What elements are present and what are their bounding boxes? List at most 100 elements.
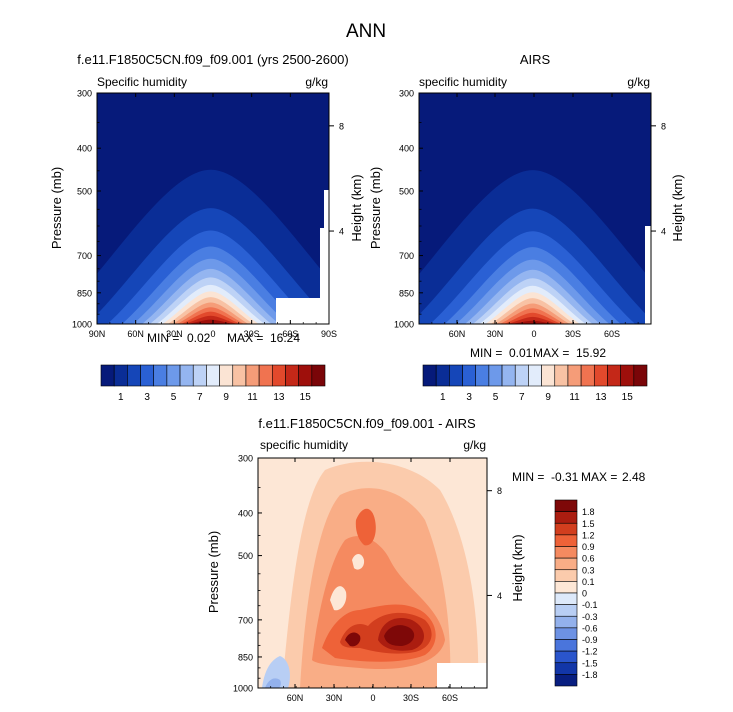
stats-max-value: 15.92 xyxy=(576,346,606,360)
colorbar-swatch xyxy=(100,364,115,387)
contour-fill xyxy=(384,625,415,646)
y-tick-label: 400 xyxy=(77,144,92,154)
colorbar-swatch xyxy=(580,364,595,387)
colorbar-label: 11 xyxy=(247,392,258,403)
colorbar-swatch xyxy=(514,364,529,387)
colorbar-swatch xyxy=(435,364,450,387)
colorbar-swatch xyxy=(554,581,578,594)
x-tick-label: 30N xyxy=(166,329,183,339)
stats-min-label: MIN = xyxy=(147,331,179,345)
colorbar-swatch xyxy=(554,511,578,524)
missing-data-region xyxy=(276,93,329,324)
y-tick-label: 700 xyxy=(399,251,414,261)
y-axis-title: Pressure (mb) xyxy=(368,167,383,249)
colorbar-swatch xyxy=(554,364,569,387)
colorbar-swatch xyxy=(179,364,194,387)
x-tick-label: 60N xyxy=(449,329,466,339)
colorbar-swatch xyxy=(258,364,273,387)
colorbar-swatch xyxy=(554,569,578,582)
colorbar-label: 13 xyxy=(273,392,285,403)
contour-fill xyxy=(188,319,234,324)
colorbar-label: -0.9 xyxy=(582,635,598,645)
colorbar-swatch xyxy=(554,662,578,675)
stats-min-label: MIN = xyxy=(512,470,544,484)
y-tick-label: 1000 xyxy=(72,320,92,330)
x-tick-label: 0 xyxy=(531,329,536,339)
colorbar-label: 5 xyxy=(171,392,177,403)
colorbar-swatch xyxy=(271,364,286,387)
colorbar-swatch xyxy=(192,364,207,387)
colorbar-swatch xyxy=(166,364,181,387)
colorbar-label: 0.6 xyxy=(582,554,595,564)
x-tick-label: 30S xyxy=(244,329,260,339)
colorbar-swatch xyxy=(285,364,299,387)
panel-title: f.e11.F1850C5CN.f09_f09.001 - AIRS xyxy=(258,416,476,431)
colorbar-label: 9 xyxy=(545,392,551,403)
units-label: g/kg xyxy=(627,75,650,89)
x-tick-label: 0 xyxy=(370,693,375,703)
y-tick-label: 300 xyxy=(399,89,414,99)
colorbar-swatch xyxy=(554,557,578,571)
colorbar-label: 7 xyxy=(519,392,525,403)
units-label: g/kg xyxy=(305,75,328,89)
x-tick-label: 30S xyxy=(403,693,419,703)
colorbar-label: -0.6 xyxy=(582,623,598,633)
colorbar-label: 0.3 xyxy=(582,565,595,575)
colorbar-label: 1 xyxy=(118,392,124,403)
colorbar-swatch xyxy=(554,604,578,617)
colorbar-swatch xyxy=(113,364,128,387)
colorbar-label: 11 xyxy=(569,392,580,403)
colorbar-label: 0.1 xyxy=(582,577,595,587)
colorbar-label: 7 xyxy=(197,392,203,403)
colorbar-label: 1.8 xyxy=(582,507,595,517)
colorbar-label: -1.2 xyxy=(582,647,598,657)
colorbar-swatch xyxy=(127,364,141,387)
colorbar-swatch xyxy=(311,364,326,387)
y2-tick-label: 8 xyxy=(497,486,502,496)
y2-tick-label: 4 xyxy=(661,227,666,237)
stats-max-label: MAX = xyxy=(581,470,617,484)
colorbar-swatch xyxy=(620,364,635,387)
colorbar-swatch xyxy=(475,364,490,387)
y2-tick-label: 8 xyxy=(339,121,344,131)
contour-fill xyxy=(355,508,376,546)
colorbar-label: 9 xyxy=(223,392,229,403)
y-tick-label: 500 xyxy=(399,187,414,197)
variable-label: Specific humidity xyxy=(97,75,187,89)
contour-fill xyxy=(330,586,347,611)
contour-fill xyxy=(437,663,487,688)
y-tick-label: 850 xyxy=(399,288,414,298)
contour-fill xyxy=(345,632,361,647)
x-tick-label: 60S xyxy=(604,329,620,339)
colorbar-swatch xyxy=(554,627,578,640)
contour-plot xyxy=(419,93,651,324)
colorbar-label: -0.3 xyxy=(582,612,598,622)
colorbar-swatch xyxy=(501,364,516,387)
colorbar-label: 0.9 xyxy=(582,542,595,552)
y-tick-label: 850 xyxy=(77,288,92,298)
contour-plot xyxy=(97,93,329,324)
variable-label: specific humidity xyxy=(419,75,507,89)
y2-axis-title: Height (km) xyxy=(670,174,685,241)
panel-model: f.e11.F1850C5CN.f09_f09.001 (yrs 2500-26… xyxy=(49,52,364,403)
colorbar-swatch xyxy=(422,364,437,387)
y2-axis-title: Height (km) xyxy=(349,174,364,241)
y-tick-label: 700 xyxy=(238,615,253,625)
colorbar-label: 1 xyxy=(440,392,446,403)
colorbar-swatch xyxy=(554,615,578,629)
contour-fill xyxy=(507,316,558,324)
y-tick-label: 300 xyxy=(77,89,92,99)
colorbar-swatch xyxy=(232,364,247,387)
x-tick-label: 90S xyxy=(321,329,337,339)
colorbar-label: 5 xyxy=(493,392,499,403)
contour-fill xyxy=(262,656,290,688)
y-tick-label: 500 xyxy=(238,551,253,561)
colorbar-swatch xyxy=(567,364,582,387)
colorbar-label: 3 xyxy=(144,392,150,403)
colorbar-swatch xyxy=(245,364,260,387)
x-tick-label: 90N xyxy=(89,329,106,339)
y-axis-title: Pressure (mb) xyxy=(206,531,221,613)
colorbar-swatch xyxy=(528,364,542,387)
contour-fill xyxy=(352,554,365,570)
colorbar-swatch xyxy=(449,364,463,387)
